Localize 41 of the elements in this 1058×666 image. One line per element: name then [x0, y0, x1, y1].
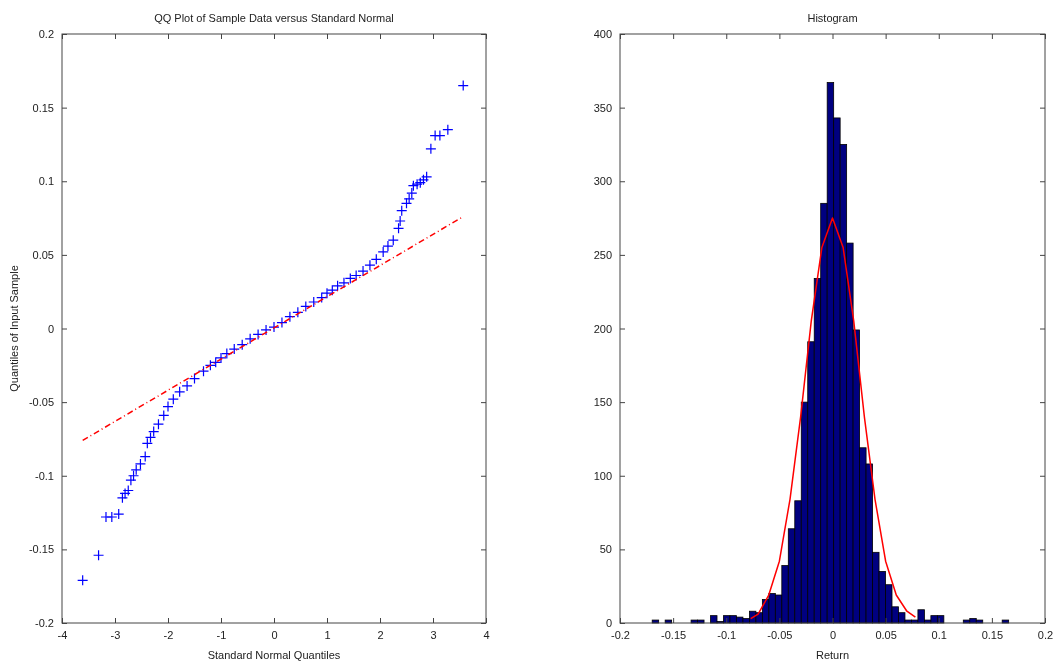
y-axis-title: Quantiles of Input Sample	[8, 265, 20, 392]
y-tick-label: -0.2	[35, 617, 54, 630]
y-tick-label: -0.1	[35, 469, 54, 482]
y-tick-label: 50	[599, 543, 612, 556]
y-tick-label: 200	[593, 322, 612, 335]
x-tick-label: 4	[483, 628, 490, 641]
y-tick-label: -0.15	[28, 543, 54, 556]
x-tick-label: -2	[163, 628, 174, 641]
x-tick-label: 3	[430, 628, 437, 641]
x-axis-title: Return	[815, 649, 850, 661]
x-tick-label: 0	[829, 628, 837, 641]
x-tick-label: 0	[271, 628, 278, 641]
y-tick-label: -0.05	[28, 396, 54, 409]
y-tick-label: 150	[593, 396, 612, 409]
y-tick-label: 0.05	[32, 248, 54, 261]
x-tick-label: -1	[216, 628, 227, 641]
chart-title: QQ Plot of Sample Data versus Standard Normal	[154, 12, 394, 24]
y-tick-label: 0	[605, 617, 612, 630]
x-tick-label: -0.2	[611, 628, 630, 641]
y-tick-label: 400	[593, 28, 612, 41]
y-tick-label: 300	[593, 175, 612, 188]
x-tick-label: 0.1	[931, 628, 947, 641]
y-tick-label: 0	[47, 322, 54, 335]
y-tick-label: 0.1	[38, 175, 54, 188]
y-tick-label: 100	[593, 469, 612, 482]
x-axis-title: Standard Normal Quantiles	[207, 649, 341, 661]
x-tick-label: -3	[110, 628, 121, 641]
x-tick-label: -0.1	[717, 628, 737, 641]
y-tick-label: 0.15	[32, 101, 54, 114]
x-tick-label: 0.2	[1037, 628, 1054, 641]
y-tick-label: 350	[593, 101, 612, 114]
x-tick-label: -4	[57, 628, 68, 641]
x-tick-label: 0.05	[875, 628, 897, 641]
chart-title: Histogram	[807, 12, 858, 24]
x-tick-label: 0.15	[981, 628, 1004, 641]
y-tick-label: 0.2	[38, 28, 54, 41]
x-tick-label: -0.05	[767, 628, 793, 641]
x-tick-label: 2	[377, 628, 384, 641]
x-tick-label: -0.15	[661, 628, 687, 641]
x-tick-label: 1	[324, 628, 331, 641]
y-tick-label: 250	[593, 248, 612, 261]
